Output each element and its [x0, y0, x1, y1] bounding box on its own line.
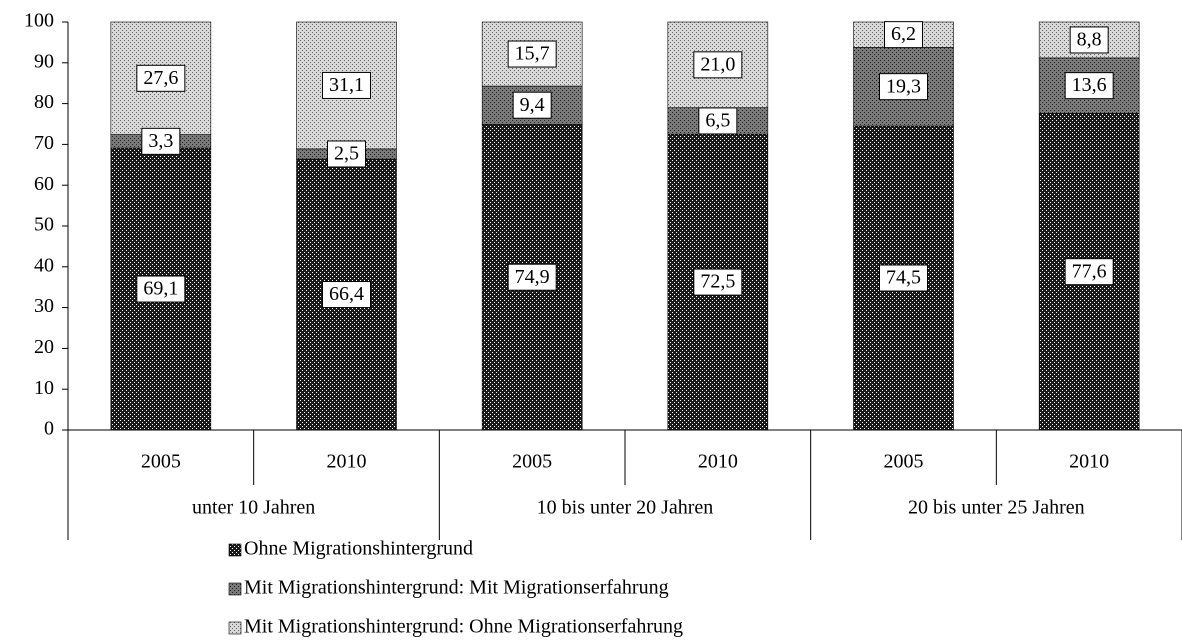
- legend-label: Ohne Migrationshintergrund: [244, 538, 473, 560]
- group-label: unter 10 Jahren: [192, 497, 315, 519]
- y-tick-label: 10: [34, 377, 54, 399]
- value-label-box: [322, 281, 371, 309]
- y-tick-label: 30: [34, 295, 54, 317]
- value-label-box: [693, 268, 743, 296]
- value-label: 21,0: [700, 53, 735, 75]
- value-label: 6,5: [705, 110, 730, 132]
- y-tick-label: 40: [34, 254, 54, 276]
- value-label: 74,9: [515, 266, 550, 288]
- y-tick-label: 70: [34, 132, 54, 154]
- value-label: 74,5: [886, 267, 921, 289]
- group-label: 20 bis unter 25 Jahren: [908, 497, 1085, 519]
- value-label-box: [884, 21, 923, 49]
- value-label: 31,1: [329, 74, 364, 96]
- y-tick-label: 60: [34, 173, 54, 195]
- value-label-box: [879, 264, 928, 292]
- value-label-box: [879, 73, 928, 101]
- value-label-box: [512, 91, 552, 119]
- value-label-box: [1064, 258, 1114, 286]
- value-label: 69,1: [143, 278, 178, 300]
- x-tick-label: 2010: [327, 451, 367, 473]
- y-tick-label: 20: [34, 336, 54, 358]
- group-label: 10 bis unter 20 Jahren: [537, 497, 714, 519]
- value-label: 19,3: [886, 75, 921, 97]
- value-label: 8,8: [1077, 29, 1102, 51]
- value-label-box: [693, 51, 743, 79]
- value-label: 77,6: [1072, 260, 1107, 282]
- legend-swatch: [228, 543, 242, 557]
- x-tick-label: 2005: [512, 451, 552, 473]
- legend-swatch: [228, 582, 242, 596]
- y-tick-label: 90: [34, 50, 54, 72]
- value-label: 3,3: [148, 130, 173, 152]
- y-tick-label: 100: [24, 10, 54, 32]
- value-label: 2,5: [334, 143, 359, 165]
- value-label-box: [327, 140, 366, 168]
- value-label: 6,2: [891, 23, 916, 45]
- value-label-box: [1064, 72, 1114, 100]
- y-tick-label: 50: [34, 214, 54, 236]
- x-tick-label: 2005: [884, 451, 924, 473]
- y-tick-label: 0: [44, 418, 54, 440]
- value-label: 9,4: [520, 94, 545, 116]
- legend-label: Mit Migrationshintergrund: Mit Migration…: [244, 577, 669, 599]
- y-tick-label: 80: [34, 91, 54, 113]
- legend-swatch: [228, 621, 242, 635]
- legend-label: Mit Migrationshintergrund: Ohne Migratio…: [244, 616, 683, 638]
- value-label: 66,4: [329, 283, 364, 305]
- value-label-box: [1069, 26, 1109, 54]
- x-tick-label: 2005: [141, 451, 181, 473]
- value-label-box: [507, 263, 557, 291]
- x-tick-label: 2010: [698, 451, 738, 473]
- value-label-box: [698, 107, 738, 135]
- value-label-box: [136, 64, 186, 92]
- value-label: 15,7: [515, 43, 550, 65]
- value-label-box: [136, 275, 186, 303]
- value-label: 72,5: [700, 271, 735, 293]
- value-label: 13,6: [1072, 74, 1107, 96]
- value-label: 27,6: [143, 67, 178, 89]
- value-label-box: [507, 40, 557, 68]
- value-label-box: [141, 127, 181, 155]
- x-tick-label: 2010: [1069, 451, 1109, 473]
- value-label-box: [322, 71, 371, 99]
